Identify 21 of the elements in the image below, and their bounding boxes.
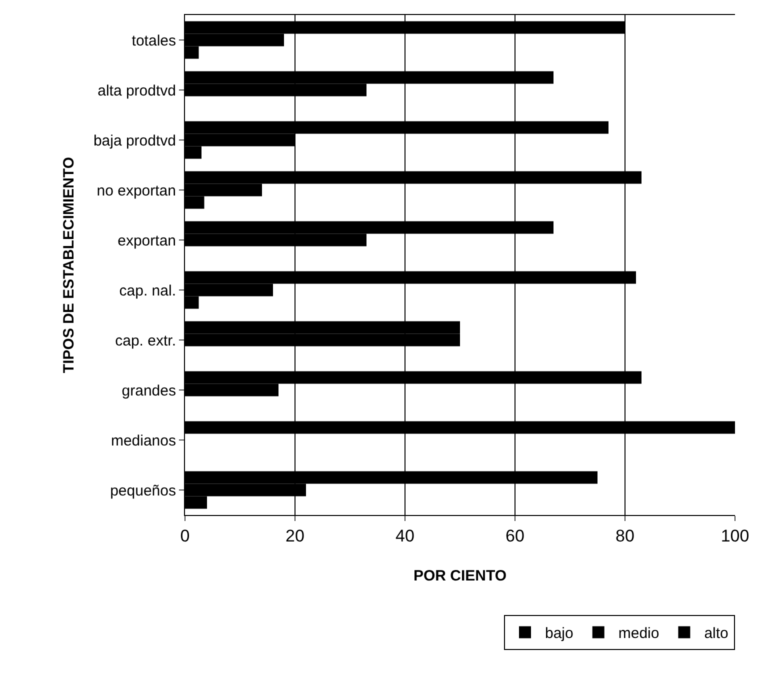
legend-label: alto (704, 625, 728, 642)
x-tick-label: 80 (616, 526, 634, 546)
x-tick-label: 20 (286, 526, 304, 546)
y-tick-label: cap. nal. (119, 282, 176, 300)
y-tick-label: medianos (110, 432, 176, 450)
y-tick-label: grandes (122, 382, 176, 400)
y-tick-label: pequeños (110, 482, 176, 500)
y-tick-label: exportan (118, 232, 176, 250)
x-tick-label: 100 (720, 526, 750, 546)
x-tick-label: 40 (396, 526, 414, 546)
y-tick-label: alta prodtvd (98, 82, 176, 100)
y-tick-label: totales (132, 32, 176, 50)
y-tick-label: baja prodtvd (93, 132, 176, 150)
y-tick-label: no exportan (96, 182, 176, 200)
x-axis-title: POR CIENTO (413, 567, 507, 584)
y-tick-label: cap. extr. (115, 332, 176, 350)
x-tick-label: 60 (506, 526, 524, 546)
x-tick-label: 0 (180, 526, 190, 546)
legend-label: bajo (545, 625, 574, 642)
legend-label: medio (618, 625, 660, 642)
y-axis-title: TIPOS DE ESTABLECIMIENTO (60, 156, 78, 374)
